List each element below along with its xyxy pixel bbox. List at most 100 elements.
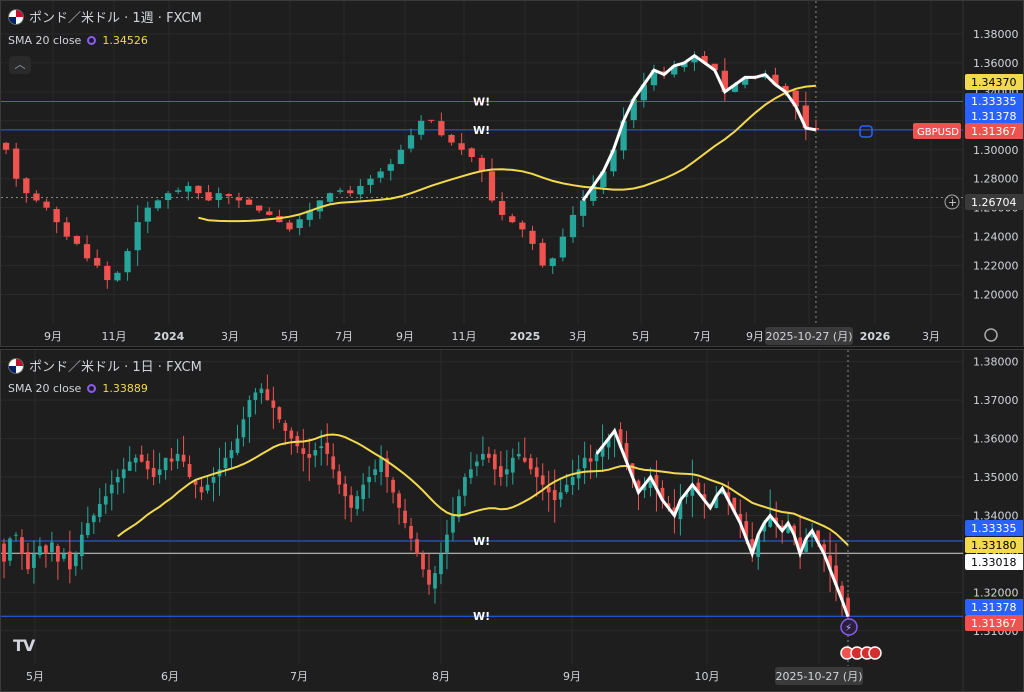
candle-body [421, 553, 425, 570]
price-tag [965, 74, 1023, 90]
candle-body [349, 495, 354, 508]
candle-body [834, 565, 838, 585]
candle-body [711, 63, 718, 71]
candle-body [53, 209, 60, 223]
candle-body [772, 74, 779, 85]
candle-body [415, 539, 419, 554]
x-axis-tick-label: 9月 [44, 330, 62, 343]
candle-body [546, 486, 551, 493]
price-tag-label: 1.34370 [971, 76, 1017, 89]
candle-body [266, 211, 273, 215]
candle-body [144, 207, 151, 222]
candle-body [326, 193, 334, 202]
gbp-usd-flag-icon [8, 357, 24, 374]
price-tag-label: 1.33335 [971, 95, 1017, 108]
y-axis-tick-label: 1.20000 [973, 289, 1019, 302]
candle-body [588, 458, 593, 462]
candle-body [816, 530, 820, 543]
candle-body [211, 477, 216, 483]
candle-body [307, 453, 312, 458]
daily-chart-legend: ポンド／米ドル · 1日 · FXCM [8, 356, 202, 375]
price-tag [965, 554, 1023, 570]
daily-chart-svg[interactable]: 1.38000 1.37000 1.36000 1.35000 1.34000 1.330… [1, 350, 1023, 691]
x-axis-tick-label: 7月 [290, 670, 308, 683]
candle-body [343, 483, 348, 497]
candle-body [840, 585, 844, 601]
sma-settings-icon[interactable] [87, 384, 97, 393]
candle-body [804, 538, 808, 552]
candle-body [774, 517, 779, 524]
candle-body [576, 469, 581, 479]
candle-body [721, 70, 728, 92]
candle-body [91, 515, 96, 523]
candle-body [810, 530, 814, 538]
candle-body [83, 244, 91, 259]
weekly-sma-value: 1.34526 [102, 34, 148, 47]
sma-settings-icon[interactable] [87, 36, 97, 45]
weekly-chart-pane[interactable]: 1.380001.360001.340001.320001.300001.280… [0, 0, 1024, 347]
candle-body [20, 537, 24, 554]
add-alert-icon [944, 194, 960, 210]
candle-body [559, 236, 566, 258]
gear-icon[interactable] [984, 328, 998, 342]
price-tag [965, 537, 1023, 553]
price-tag [965, 93, 1023, 109]
candle-body [277, 407, 282, 420]
candle-body [387, 164, 394, 171]
candle-body [331, 456, 336, 470]
candle-body [63, 222, 70, 237]
candle-body [642, 484, 647, 491]
candle-body [529, 230, 536, 244]
candle-body [199, 486, 204, 493]
x-axis-tick-label: 8月 [432, 670, 450, 683]
x-axis-tick-label: 2026 [860, 330, 891, 343]
candle-body [504, 469, 509, 475]
candle-body [373, 469, 377, 476]
candle-body [271, 400, 276, 408]
candle-body [438, 121, 445, 136]
daily-chart-pane[interactable]: 1.38000 1.37000 1.36000 1.35000 1.34000 1.330… [0, 349, 1024, 692]
candle-body [519, 222, 526, 230]
x-axis-tick-label: 5月 [26, 670, 44, 683]
weekly-chart-title: ポンド／米ドル · 1週 · FXCM [29, 11, 202, 26]
candle-body [223, 457, 228, 469]
candle-body [558, 492, 563, 500]
daily-sma-legend[interactable]: SMA 20 close 1.33889 [8, 382, 148, 395]
add-alert-icon-glyph: + [948, 196, 957, 209]
candle-body [169, 458, 174, 462]
candle-body [26, 552, 30, 570]
collapse-legend-button[interactable]: ︿ [9, 56, 31, 74]
candle-body [528, 458, 533, 470]
candle-body [32, 553, 36, 568]
candle-body [94, 257, 101, 266]
candle-body [648, 477, 653, 488]
candle-body [714, 496, 719, 509]
candle-body [301, 448, 306, 454]
candle-body [2, 142, 10, 150]
date-badge [775, 667, 863, 685]
symbol-tag [913, 123, 961, 139]
candle-body [157, 469, 162, 476]
sma-20-line [198, 84, 816, 223]
candle-body [417, 120, 425, 135]
candle-body [681, 62, 688, 68]
candle-body [38, 546, 42, 556]
candle-body [407, 135, 415, 149]
w-label: W! [473, 610, 490, 623]
x-axis-tick-label: 3月 [922, 330, 940, 343]
candle-body [549, 258, 556, 267]
candle-body [478, 157, 486, 172]
weekly-sma-legend[interactable]: SMA 20 close 1.34526 [8, 34, 148, 47]
candle-body [2, 543, 6, 562]
candle-body [409, 525, 413, 539]
tradingview-logo[interactable]: TV [13, 636, 35, 655]
candle-body [600, 446, 605, 457]
candle-body [539, 242, 546, 266]
y-axis-tick-label: 1.35000 [973, 471, 1019, 484]
price-tag [965, 123, 1023, 139]
daily-chart-title: ポンド／米ドル · 1日 · FXCM [29, 360, 202, 375]
symbol-tag-label: GBPUSD [917, 127, 959, 138]
candle-body [253, 392, 258, 400]
candle-body [195, 185, 202, 194]
weekly-chart-svg[interactable]: 1.380001.360001.340001.320001.300001.280… [1, 1, 1023, 346]
